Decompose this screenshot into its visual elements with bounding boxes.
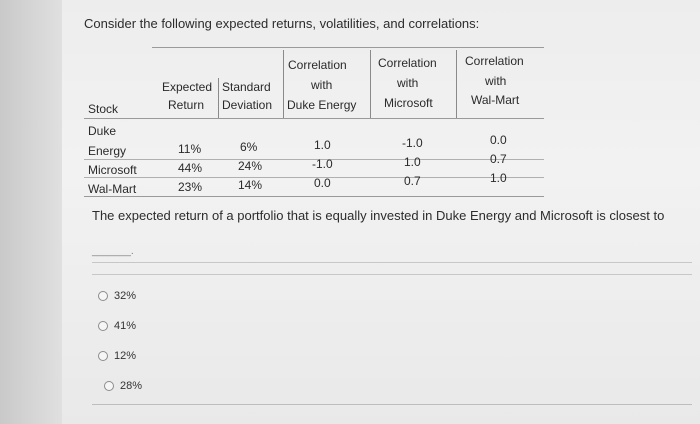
header-deviation: Deviation [222,98,273,112]
header-expected: Expected [162,80,213,94]
option-12[interactable]: 12% [98,350,136,362]
row-ms-corr-wm: 0.7 [490,152,507,166]
radio-button[interactable] [104,381,114,391]
table-bottom-rule [84,196,544,197]
header-corr-ms-3: Microsoft [384,96,433,110]
photo-edge [0,0,62,424]
header-divider [370,50,371,118]
question-text: Consider the following expected returns,… [84,16,480,31]
header-corr-wm-2: with [485,74,507,88]
header-corr-ms-1: Correlation [378,56,437,70]
radio-button[interactable] [98,291,108,301]
header-corr-duke-1: Correlation [288,58,347,72]
separator [92,274,692,275]
prompt-text: The expected return of a portfolio that … [92,208,665,223]
table-row-rule [84,177,544,178]
header-corr-duke-3: Duke Energy [287,98,357,112]
row-wm-corr-wm: 1.0 [490,171,507,185]
row-ms-sd: 24% [238,159,263,173]
row-duke-corr-duke: 1.0 [314,138,331,152]
table-header-rule [84,118,544,119]
radio-button[interactable] [98,321,108,331]
row-duke-return: 11% [178,142,202,156]
row-duke-name-1: Duke [88,124,117,138]
header-corr-ms-2: with [397,76,419,90]
option-label: 12% [114,350,137,362]
row-duke-corr-wm: 0.0 [490,133,507,147]
header-return: Return [168,98,205,112]
header-divider [218,78,219,118]
header-divider [456,50,457,118]
row-ms-corr-duke: -1.0 [312,157,333,171]
separator [92,262,692,263]
header-corr-wm-3: Wal-Mart [471,93,520,107]
header-standard: Standard [222,80,271,94]
table-row-rule [84,159,544,160]
header-divider [283,50,284,118]
separator [92,404,692,405]
option-41[interactable]: 41% [98,320,136,332]
option-label: 28% [120,380,143,392]
row-ms-name: Microsoft [88,163,137,177]
option-label: 41% [114,320,137,332]
row-duke-corr-ms: -1.0 [402,136,423,150]
table-top-rule [152,47,544,48]
row-wm-name: Wal-Mart [88,182,137,196]
header-stock: Stock [88,102,119,116]
radio-button[interactable] [98,351,108,361]
option-label: 32% [114,290,137,302]
row-wm-corr-ms: 0.7 [404,174,421,188]
option-32[interactable]: 32% [98,290,136,302]
row-duke-name-2: Energy [88,144,127,158]
row-ms-corr-ms: 1.0 [404,155,421,169]
question-sheet [62,0,700,424]
header-corr-wm-1: Correlation [465,54,524,68]
row-wm-return: 23% [178,180,203,194]
option-28[interactable]: 28% [104,380,142,392]
row-wm-corr-duke: 0.0 [314,176,331,190]
row-ms-return: 44% [178,161,203,175]
header-corr-duke-2: with [311,78,333,92]
row-wm-sd: 14% [238,178,263,192]
row-duke-sd: 6% [240,140,258,154]
answer-blank: _______. [92,246,134,257]
